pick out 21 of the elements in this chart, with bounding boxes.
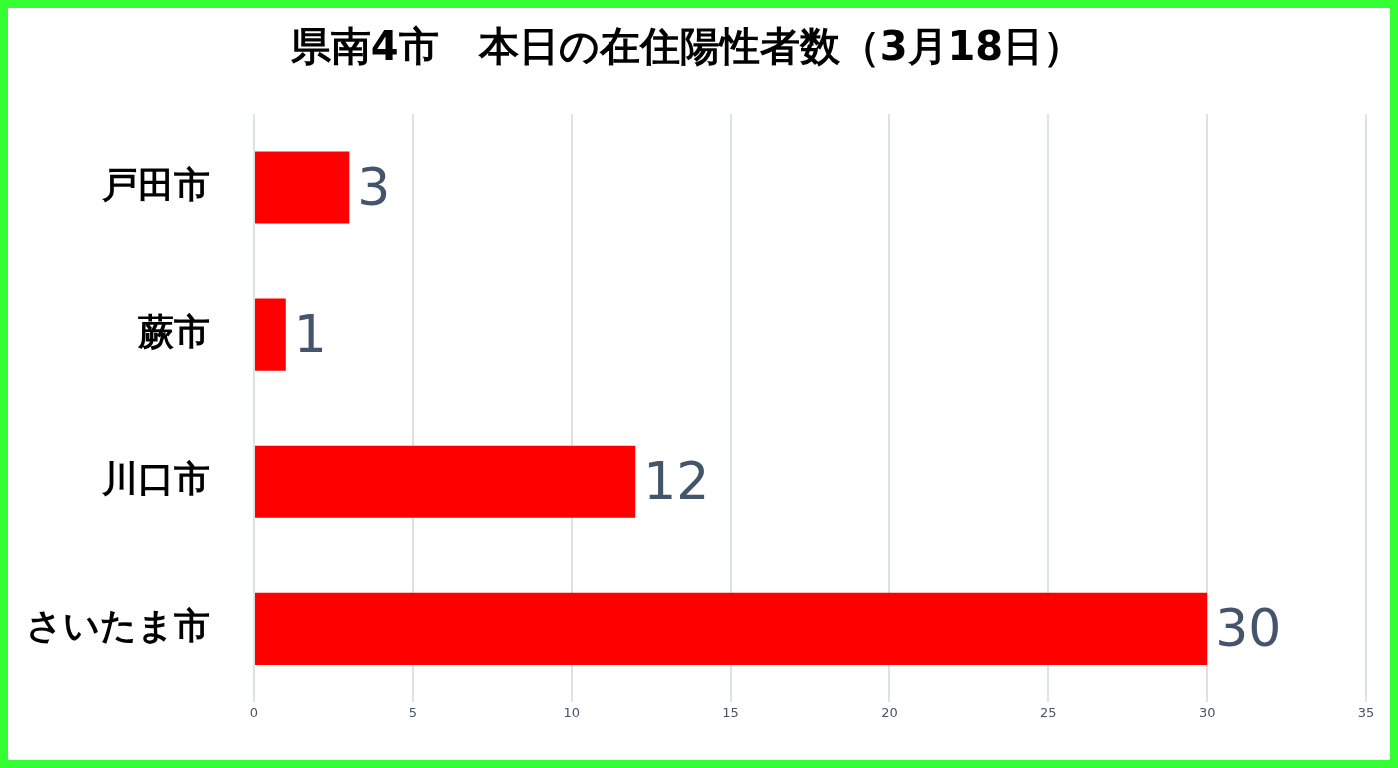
- x-tick-label: 35: [1357, 704, 1375, 720]
- bar: [255, 298, 286, 371]
- y-tick-label: 戸田市: [101, 163, 210, 205]
- x-tick-label: 30: [1198, 704, 1216, 720]
- data-label: 12: [643, 451, 710, 512]
- data-label: 1: [293, 304, 327, 365]
- data-label: 3: [357, 157, 391, 218]
- x-tick-label: 0: [249, 704, 259, 720]
- y-tick-label: さいたま市: [26, 605, 210, 647]
- chart-title: 県南4市 本日の在住陽性者数（3月18日）: [289, 23, 1084, 70]
- bar: [255, 592, 1208, 665]
- x-tick-label: 25: [1040, 704, 1057, 720]
- y-tick-label: 川口市: [101, 458, 210, 500]
- x-tick-label: 20: [881, 704, 898, 720]
- bar: [255, 151, 350, 224]
- x-tick-label: 15: [722, 704, 739, 720]
- x-tick-label: 5: [408, 704, 417, 720]
- y-tick-label: 蕨市: [137, 311, 210, 353]
- x-tick-label: 10: [563, 704, 580, 720]
- bar: [255, 445, 636, 518]
- data-label: 30: [1215, 598, 1282, 659]
